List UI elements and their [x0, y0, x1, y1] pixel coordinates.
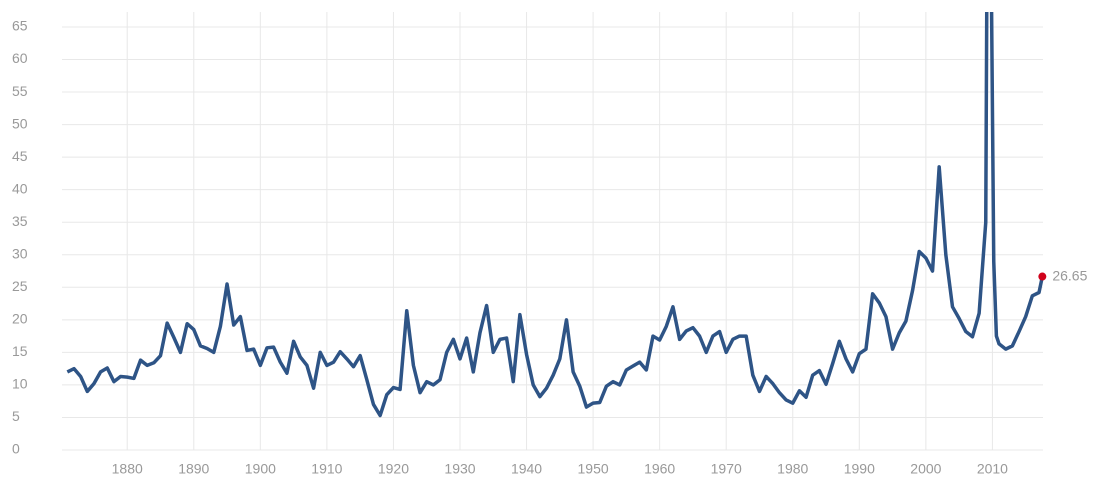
- x-tick-label: 1890: [178, 461, 209, 477]
- y-tick-label: 20: [12, 311, 28, 327]
- y-tick-label: 25: [12, 278, 28, 294]
- x-tick-label: 2000: [910, 461, 941, 477]
- x-tick-label: 2010: [977, 461, 1008, 477]
- x-tick-label: 1990: [844, 461, 875, 477]
- y-tick-label: 45: [12, 148, 28, 164]
- data-line: [66, 12, 1045, 418]
- y-tick-label: 40: [12, 180, 28, 196]
- y-tick-label: 35: [12, 213, 28, 229]
- y-tick-label: 5: [12, 408, 20, 424]
- x-tick-label: 1880: [112, 461, 143, 477]
- y-tick-label: 15: [12, 343, 28, 359]
- y-tick-label: 10: [12, 376, 28, 392]
- y-tick-label: 60: [12, 50, 28, 66]
- x-tick-label: 1930: [444, 461, 475, 477]
- y-tick-label: 55: [12, 83, 28, 99]
- x-tick-label: 1980: [777, 461, 808, 477]
- x-tick-label: 1970: [711, 461, 742, 477]
- x-tick-label: 1920: [378, 461, 409, 477]
- x-tick-label: 1940: [511, 461, 542, 477]
- last-value-label: 26.65: [1052, 267, 1087, 283]
- x-tick-label: 1950: [578, 461, 609, 477]
- x-tick-label: 1910: [311, 461, 342, 477]
- y-tick-label: 50: [12, 115, 28, 131]
- x-tick-label: 1900: [245, 461, 276, 477]
- last-point: [1038, 272, 1047, 281]
- x-tick-label: 1960: [644, 461, 675, 477]
- y-tick-label: 0: [12, 441, 20, 457]
- y-tick-label: 30: [12, 245, 28, 261]
- y-tick-label: 65: [12, 18, 28, 34]
